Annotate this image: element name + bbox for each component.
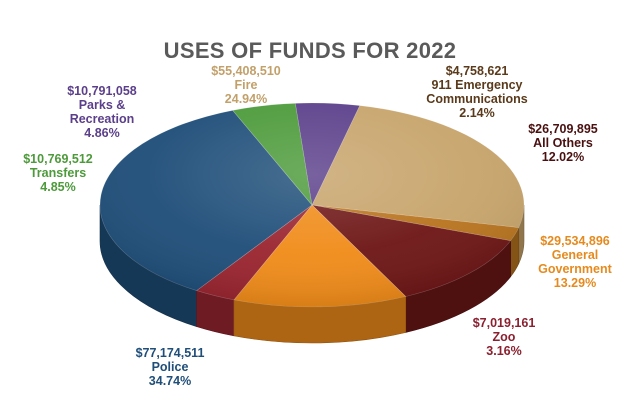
label-zoo-percent: 3.16%: [486, 344, 522, 358]
label-fire: $55,408,510 Fire 24.94%: [186, 64, 306, 106]
pie-gloss: [100, 103, 524, 307]
label-transfers-percent: 4.85%: [40, 180, 76, 194]
label-general-government: $29,534,896 General Government 13.29%: [520, 234, 630, 290]
label-parks-recreation: $10,791,058 Parks & Recreation 4.86%: [52, 84, 152, 140]
label-police-percent: 34.74%: [148, 374, 192, 388]
label-zoo-name: Zoo: [492, 330, 516, 344]
label-transfers: $10,769,512 Transfers 4.85%: [8, 152, 108, 194]
label-911-amount: $4,758,621: [445, 64, 509, 78]
label-transfers-name: Transfers: [29, 166, 87, 180]
label-911-name-2: Communications: [426, 92, 528, 106]
chart-title: USES OF FUNDS FOR 2022: [163, 38, 457, 63]
label-parks-recreation-amount: $10,791,058: [67, 84, 137, 98]
label-general-government-amount: $29,534,896: [540, 234, 610, 248]
label-general-government-percent: 13.29%: [553, 276, 597, 290]
label-general-government-name-2: Government: [538, 262, 612, 276]
label-parks-recreation-percent: 4.86%: [84, 126, 120, 140]
label-911: $4,758,621 911 Emergency Communications …: [412, 64, 542, 120]
label-911-percent: 2.14%: [459, 106, 495, 120]
pie-side-general-government: [233, 296, 407, 344]
label-police: $77,174,511 Police 34.74%: [115, 346, 225, 388]
label-fire-name: Fire: [234, 78, 258, 92]
label-911-name-1: 911 Emergency: [431, 78, 523, 92]
label-all-others-percent: 12.02%: [541, 150, 585, 164]
label-all-others-name: All Others: [533, 136, 593, 150]
label-all-others: $26,709,895 All Others 12.02%: [508, 122, 618, 164]
label-transfers-amount: $10,769,512: [23, 152, 93, 166]
label-police-name: Police: [151, 360, 189, 374]
label-fire-percent: 24.94%: [224, 92, 268, 106]
label-police-amount: $77,174,511: [135, 346, 205, 360]
label-fire-amount: $55,408,510: [211, 64, 281, 78]
label-parks-recreation-name-1: Parks &: [78, 98, 126, 112]
label-parks-recreation-name-2: Recreation: [69, 112, 135, 126]
label-general-government-name-1: General: [551, 248, 599, 262]
label-zoo-amount: $7,019,161: [472, 316, 536, 330]
label-all-others-amount: $26,709,895: [528, 122, 598, 136]
label-zoo: $7,019,161 Zoo 3.16%: [454, 316, 554, 358]
